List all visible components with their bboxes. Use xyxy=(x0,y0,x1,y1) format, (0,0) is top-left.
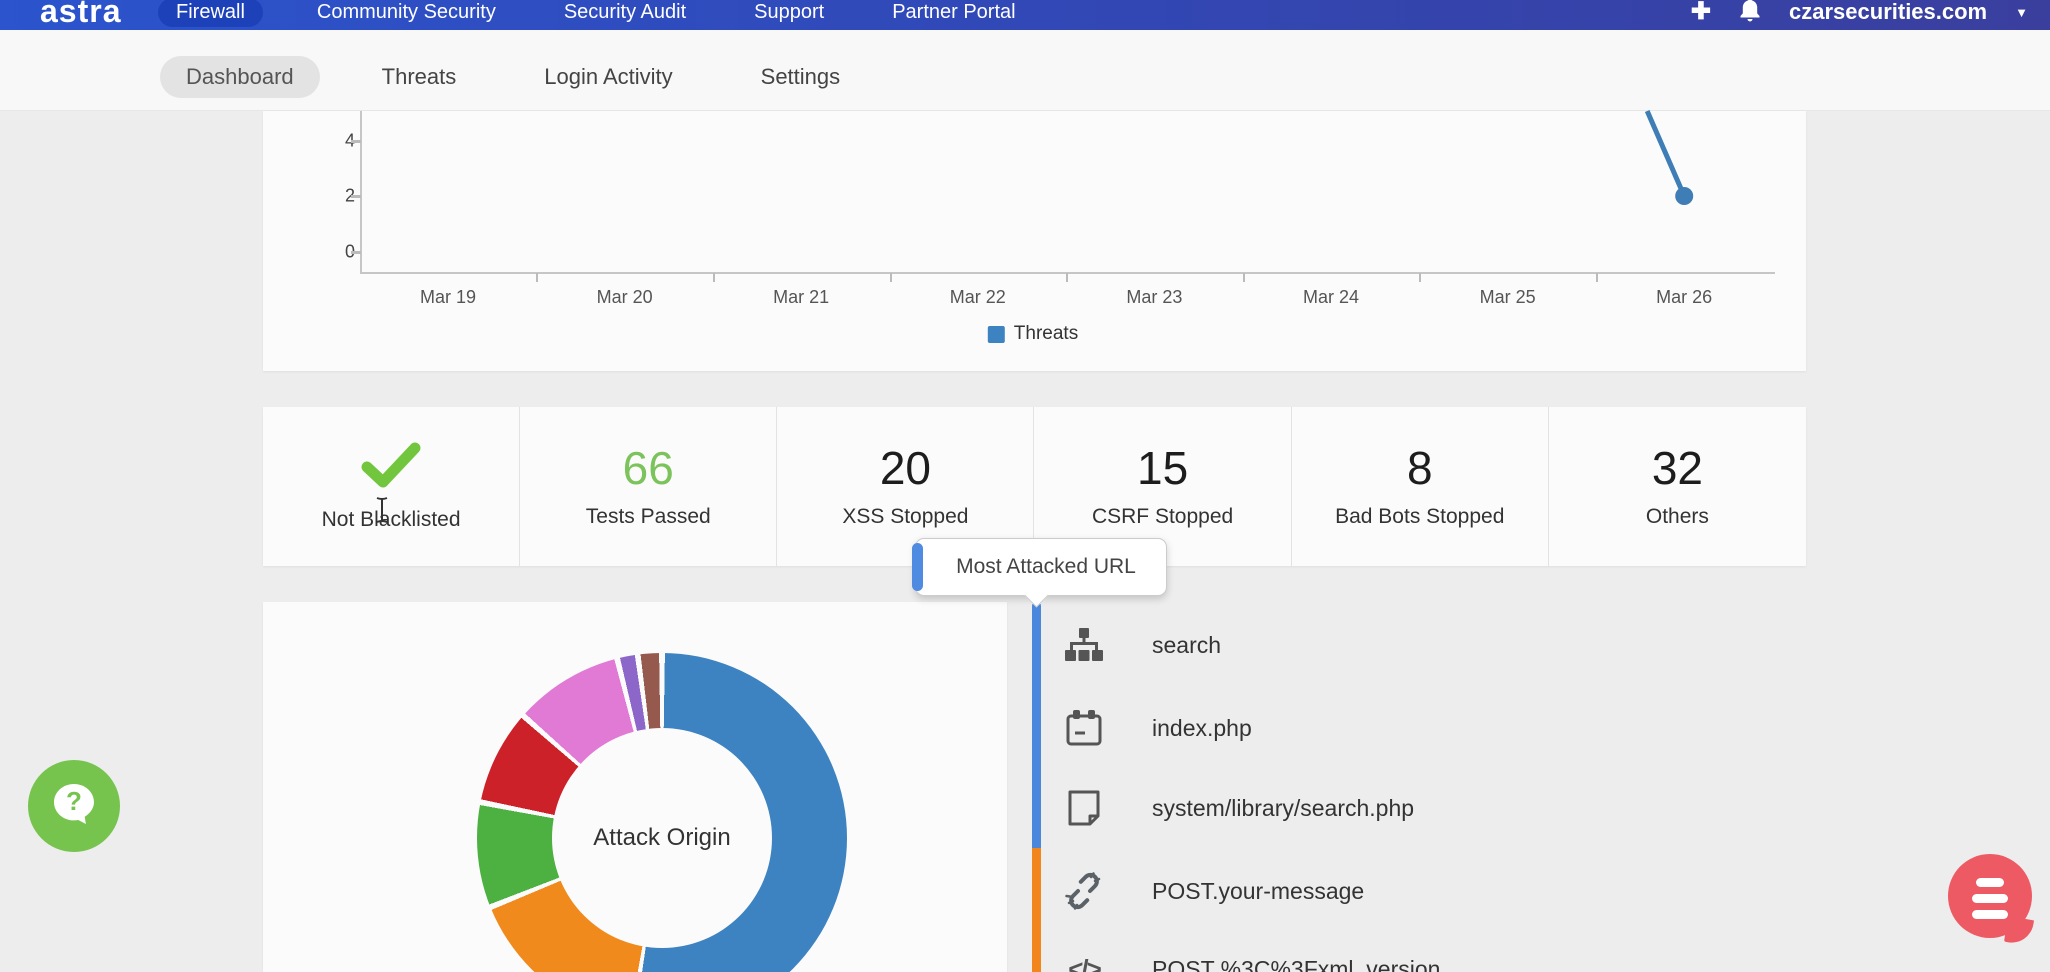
stat-bad-bots-stopped: 8 Bad Bots Stopped xyxy=(1292,407,1549,566)
tooltip-label: Most Attacked URL xyxy=(946,555,1136,579)
legend-swatch-threats xyxy=(988,326,1005,343)
svg-text:?: ? xyxy=(66,786,82,816)
top-navbar: astra Firewall Community Security Security… xyxy=(0,0,2050,30)
account-domain[interactable]: czarsecurities.com xyxy=(1789,0,1987,25)
attacked-url-label: POST %3C%3Fxml. version xyxy=(1152,956,1440,972)
sub-navbar: Dashboard Threats Login Activity Settings xyxy=(0,30,2050,111)
code-icon: </> xyxy=(1064,949,1104,972)
bell-icon[interactable] xyxy=(1739,0,1761,27)
stat-value: 8 xyxy=(1407,445,1433,491)
attacked-url-row[interactable]: search xyxy=(1040,619,1820,671)
stat-others: 32 Others xyxy=(1549,407,1806,566)
attacked-url-list: search index.php system/library/search.php… xyxy=(1040,602,1820,972)
legend-label-threats: Threats xyxy=(1014,323,1078,345)
chat-lines-icon xyxy=(1972,878,2008,919)
top-nav-items: Firewall Community Security Security Audit… xyxy=(158,0,1030,27)
threats-chart-card: 420Mar 19Mar 20Mar 21Mar 22Mar 23Mar 24M… xyxy=(263,111,1806,371)
text-cursor xyxy=(374,496,390,529)
attacked-url-label: index.php xyxy=(1152,715,1252,742)
tooltip-accent-bar xyxy=(912,543,923,591)
stat-label: XSS Stopped xyxy=(842,505,968,529)
stat-tests-passed: 66 Tests Passed xyxy=(520,407,777,566)
nav-item-community-security[interactable]: Community Security xyxy=(303,0,510,26)
attacked-url-label: search xyxy=(1152,632,1221,659)
stat-value: 15 xyxy=(1137,445,1188,491)
plus-icon[interactable]: ✚ xyxy=(1691,0,1711,24)
nav-item-partner-portal[interactable]: Partner Portal xyxy=(878,0,1029,26)
nav-item-security-audit[interactable]: Security Audit xyxy=(550,0,700,26)
attacked-url-row[interactable]: </> POST %3C%3Fxml. version xyxy=(1040,943,1820,972)
stat-value: 66 xyxy=(623,445,674,491)
astra-logo[interactable]: astra xyxy=(40,0,122,30)
top-nav-right: ✚ czarsecurities.com ▼ xyxy=(1691,0,2028,27)
stat-label: Not Blacklisted xyxy=(322,508,461,532)
stat-value: 32 xyxy=(1652,445,1703,491)
help-button[interactable]: ? xyxy=(28,760,120,852)
calendar-icon xyxy=(1064,708,1104,748)
stat-not-blacklisted: Not Blacklisted xyxy=(263,407,520,566)
sitemap-icon xyxy=(1064,625,1104,665)
check-icon xyxy=(359,441,423,494)
attack-origin-title: Attack Origin xyxy=(593,824,730,852)
attacked-url-row[interactable]: system/library/search.php xyxy=(1040,782,1820,834)
caret-down-icon[interactable]: ▼ xyxy=(2015,5,2028,20)
broken-link-icon xyxy=(1064,871,1104,911)
tabs: Dashboard Threats Login Activity Settings xyxy=(160,56,866,98)
question-bubble-icon: ? xyxy=(48,778,100,835)
stat-label: Others xyxy=(1646,505,1709,529)
tab-settings[interactable]: Settings xyxy=(735,56,867,98)
dashboard-page: astra Firewall Community Security Security… xyxy=(0,0,2050,972)
tab-login-activity[interactable]: Login Activity xyxy=(518,56,698,98)
most-attacked-url-tooltip: Most Attacked URL xyxy=(915,538,1167,596)
tab-threats[interactable]: Threats xyxy=(356,56,483,98)
attacked-url-label: system/library/search.php xyxy=(1152,795,1414,822)
attacked-url-row[interactable]: index.php xyxy=(1040,702,1820,754)
stat-value: 20 xyxy=(880,445,931,491)
line-point-mar-26 xyxy=(1675,187,1693,205)
stat-label: Bad Bots Stopped xyxy=(1335,505,1504,529)
nav-item-support[interactable]: Support xyxy=(740,0,838,26)
tab-dashboard[interactable]: Dashboard xyxy=(160,56,320,98)
attack-origin-donut-hole: Attack Origin xyxy=(552,728,772,948)
attacked-url-row[interactable]: POST.your-message xyxy=(1040,865,1820,917)
nav-item-firewall[interactable]: Firewall xyxy=(158,0,263,27)
chart-legend: Threats xyxy=(988,323,1078,345)
file-icon xyxy=(1064,788,1104,828)
stat-label: CSRF Stopped xyxy=(1092,505,1233,529)
stat-label: Tests Passed xyxy=(586,505,711,529)
attacked-url-label: POST.your-message xyxy=(1152,878,1364,905)
